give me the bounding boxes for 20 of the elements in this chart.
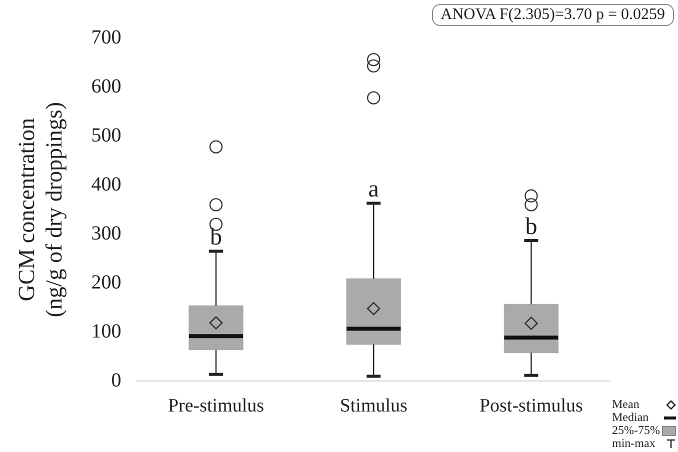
text: Mean [612,397,640,411]
y-tick-label: 300 [91,222,122,244]
annotation: b [525,214,538,240]
y-tick-label: 700 [91,26,122,48]
annotation: b [210,224,222,251]
x-tick-label: Stimulus [340,396,408,417]
y-tick-label: 100 [91,320,122,342]
x-tick-label: Pre-stimulus [168,396,264,417]
annotation: a [368,176,380,203]
y-axis-title: GCM concentration (ng/g of dry droppings) [14,102,66,318]
y-tick-label: 600 [91,75,122,98]
y-tick-label: 400 [91,173,122,196]
y-tick-label: 0 [111,369,122,392]
y-tick-label: 500 [91,124,122,146]
y-tick-label: 200 [91,271,122,294]
text: 25%-75% [612,423,660,437]
text: ANOVA F(2.305)=3.70 p = 0.0259 [432,4,674,26]
text: Median [612,410,649,424]
x-tick-label: Post-stimulus [479,396,583,417]
text: min-max [612,436,656,450]
